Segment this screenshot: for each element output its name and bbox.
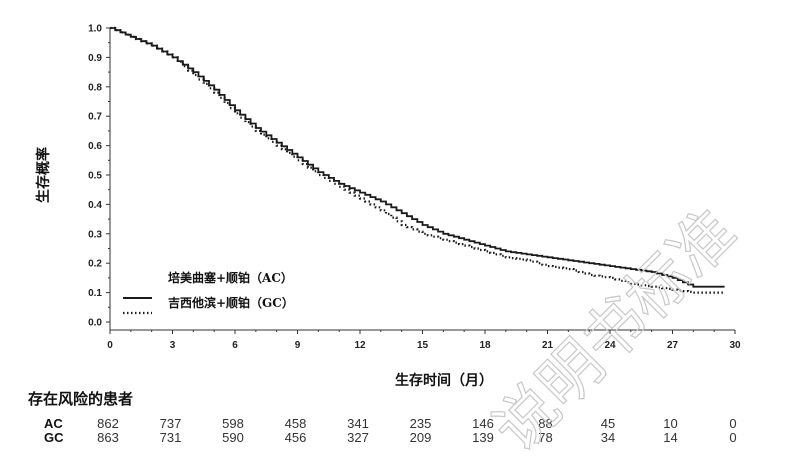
- risk-count: 590: [222, 430, 244, 445]
- y-tick-label: 0.3: [88, 229, 102, 240]
- axes: 0.0 0.1 0.2 0.3 0.4 0.5 0.6 0.7 0.8 0.9 1.0 0 3 6 9 12 1…: [88, 24, 741, 352]
- risk-count: 737: [159, 416, 182, 431]
- x-tick-label: 27: [667, 340, 679, 351]
- risk-count: 45: [600, 416, 616, 431]
- x-tick-label: 18: [479, 340, 491, 351]
- y-tick-label: 0.2: [88, 259, 102, 270]
- y-tick-label: 0.1: [88, 288, 102, 299]
- y-tick-label: 0.4: [88, 200, 102, 211]
- risk-count: 731: [159, 430, 182, 445]
- risk-count: 598: [222, 416, 244, 431]
- risk-count: 341: [347, 416, 369, 431]
- risk-count: 78: [538, 430, 553, 445]
- y-tick-label: 0.0: [88, 318, 102, 329]
- risk-count: 209: [409, 430, 432, 445]
- risk-count: 146: [472, 416, 494, 431]
- risk-count: 10: [663, 416, 678, 431]
- x-tick-label: 30: [729, 340, 741, 351]
- risk-count: 327: [347, 430, 369, 445]
- risk-count: 139: [472, 430, 494, 445]
- x-tick-label: 6: [232, 340, 238, 351]
- risk-count: 0: [729, 416, 737, 431]
- x-tick-label: 15: [417, 340, 429, 351]
- risk-row-label: AC: [44, 416, 63, 431]
- risk-count: 235: [409, 416, 432, 431]
- y-axis-title: 生存概率: [35, 147, 52, 203]
- legend: 培美曲塞+顺铂（AC） 吉西他滨+顺铂（GC）: [123, 270, 294, 315]
- y-tick-label: 0.6: [88, 141, 102, 152]
- x-axis-title: 生存时间（月）: [395, 372, 493, 389]
- risk-table-title: 存在风险的患者: [28, 390, 134, 408]
- survival-curves: [110, 26, 725, 294]
- curve-gc: [110, 26, 725, 294]
- x-tick-label: 0: [107, 340, 113, 351]
- risk-row-label: GC: [44, 430, 64, 445]
- risk-count: 862: [97, 416, 119, 431]
- y-tick-label: 0.5: [88, 171, 102, 182]
- x-tick-label: 21: [542, 340, 554, 351]
- curve-ac: [110, 27, 725, 288]
- legend-label-gc: 吉西他滨+顺铂（GC）: [168, 295, 294, 310]
- legend-label-ac: 培美曲塞+顺铂（AC）: [168, 270, 293, 285]
- y-tick-label: 0.9: [88, 53, 102, 64]
- risk-row-ac: AC 862 737 598 458 341 235 146 88 45 10 0: [0, 416, 800, 431]
- y-tick-label: 1.0: [88, 24, 102, 35]
- y-tick-label: 0.7: [88, 112, 102, 123]
- risk-count: 34: [600, 430, 616, 445]
- x-tick-label: 12: [354, 340, 366, 351]
- risk-count: 456: [284, 430, 307, 445]
- risk-count: 88: [538, 416, 553, 431]
- risk-count: 14: [663, 430, 678, 445]
- risk-count: 458: [284, 416, 307, 431]
- risk-count: 863: [97, 430, 119, 445]
- x-tick-label: 24: [604, 340, 616, 351]
- x-tick-label: 3: [170, 340, 176, 351]
- x-tick-label: 9: [295, 340, 301, 351]
- risk-count: 0: [729, 430, 737, 445]
- y-tick-label: 0.8: [88, 82, 102, 93]
- risk-row-gc: GC 863 731 590 456 327 209 139 78 34 14 0: [0, 430, 800, 445]
